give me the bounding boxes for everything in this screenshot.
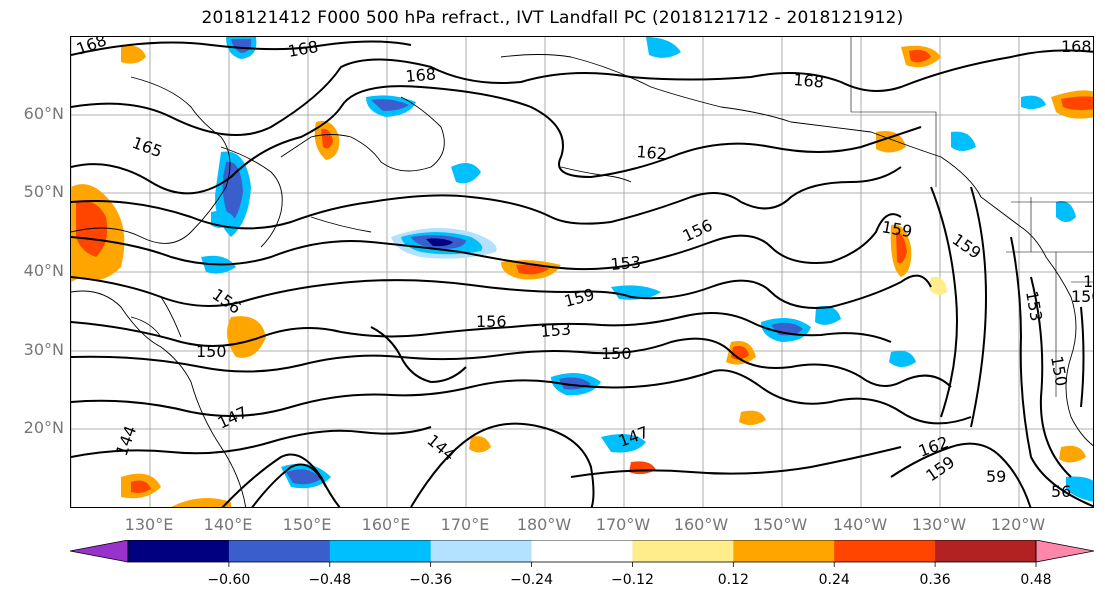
colorbar-segment <box>329 540 432 562</box>
contour-label: 156 <box>476 312 507 331</box>
map-title: 2018121412 F000 500 hPa refract., IVT La… <box>201 8 904 28</box>
colorbar-tick-label: 0.12 <box>717 572 749 588</box>
lon-label: 140°E <box>203 515 253 534</box>
borders <box>850 37 1093 397</box>
contour-labels: 168 168 168 168 168 165 162 159 159 159 156 156 156 1… <box>74 37 1094 501</box>
colorbar-frame <box>127 540 1037 563</box>
contour-label: 165 <box>130 133 165 161</box>
lon-label: 150°E <box>282 515 332 534</box>
lon-label: 170°W <box>595 515 651 534</box>
lon-label: 130°E <box>124 515 174 534</box>
contour-label: 162 <box>636 142 668 164</box>
lon-label: 160°W <box>673 515 729 534</box>
contour-label: 159 <box>880 217 913 241</box>
lon-label: 180°W <box>516 515 572 534</box>
colorbar-segment <box>632 540 734 562</box>
colorbar-tick-label: 0.36 <box>919 572 951 588</box>
colorbar-tick-label: 0.24 <box>818 572 850 588</box>
contour-label: 156 <box>680 215 716 245</box>
colorbar-segment <box>228 540 331 562</box>
map-panel[interactable]: 168 168 168 168 168 165 162 159 159 159 156 156 156 1… <box>70 36 1094 508</box>
lon-label: 160°E <box>361 515 411 534</box>
contour-label: 168 <box>74 37 109 59</box>
colorbar-tick-label: −0.12 <box>610 572 654 588</box>
contour-label: 144 <box>423 431 459 465</box>
colorbar-tick-label: −0.24 <box>510 572 553 588</box>
colorbar-extend-low <box>70 540 129 563</box>
contour-label: 147 <box>215 402 251 432</box>
contour-label: 159 <box>562 285 596 311</box>
coastlines <box>71 54 1093 507</box>
lon-label: 130°W <box>911 515 967 534</box>
contour-label: 144 <box>112 423 140 458</box>
anomaly-shading <box>71 37 1093 507</box>
colorbar <box>70 540 1094 567</box>
refractivity-contours <box>71 40 1093 507</box>
contour-label: 156 <box>209 285 245 318</box>
colorbar-segment <box>128 540 230 562</box>
contour-label: 150 <box>1047 354 1071 387</box>
contour-label: 168 <box>1061 37 1092 56</box>
colorbar-tick-label: −0.48 <box>308 572 352 588</box>
contour-label: 168 <box>793 70 825 92</box>
map-plot[interactable]: 168 168 168 168 168 165 162 159 159 159 156 156 156 1… <box>71 37 1094 508</box>
lat-label: 50°N <box>23 182 64 201</box>
colorbar-segment <box>430 540 533 562</box>
colorbar-segment <box>834 540 936 562</box>
contour-label: 168 <box>405 64 437 86</box>
contour-label: 153 <box>540 319 572 341</box>
lon-label: 120°W <box>990 515 1046 534</box>
contour-label: 59 <box>986 467 1006 486</box>
contour-label: 150 <box>1071 287 1094 306</box>
lat-label: 20°N <box>23 418 64 437</box>
contour-label: 153 <box>1083 272 1094 291</box>
lat-label: 30°N <box>23 340 64 359</box>
contour-label: 56 <box>1051 482 1071 501</box>
colorbar-tick-label: 0.48 <box>1020 572 1052 588</box>
contour-label: 153 <box>1022 289 1046 322</box>
contour-label: 147 <box>616 422 651 450</box>
contour-label: 153 <box>610 252 642 274</box>
contour-label: 159 <box>949 230 985 263</box>
colorbar-tick-label: −0.60 <box>207 572 251 588</box>
colorbar-segment <box>531 540 633 562</box>
contour-label: 168 <box>286 37 319 61</box>
lon-label: 170°E <box>440 515 490 534</box>
colorbar-segment <box>733 540 835 562</box>
contour-label: 150 <box>196 342 227 361</box>
lat-label: 40°N <box>23 261 64 280</box>
colorbar-segment <box>935 540 1037 562</box>
lon-label: 140°W <box>832 515 888 534</box>
lat-label: 60°N <box>23 104 64 123</box>
colorbar-tick-label: −0.36 <box>409 572 453 588</box>
colorbar-extend-high <box>1035 540 1094 563</box>
contour-label: 150 <box>601 344 632 363</box>
lon-label: 150°W <box>752 515 808 534</box>
